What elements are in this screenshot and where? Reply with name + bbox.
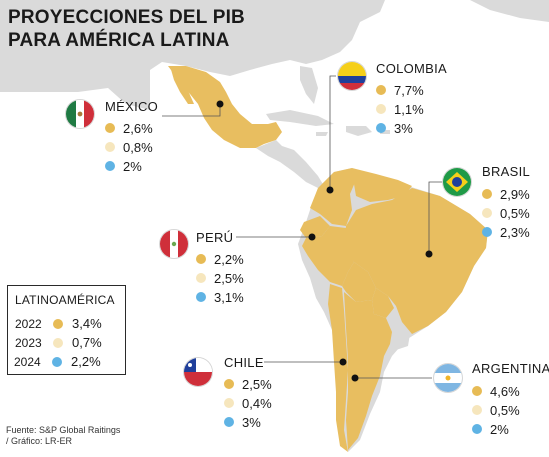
hispaniola-landmass <box>346 126 372 136</box>
argentina-marker <box>351 374 359 382</box>
legend-title: LATINOAMÉRICA <box>15 293 115 307</box>
peru-marker <box>308 233 316 241</box>
paraguay-landmass <box>372 288 394 318</box>
uruguay-landmass <box>390 330 410 350</box>
dot-2024 <box>105 161 115 171</box>
greenland-landmass <box>470 0 549 22</box>
argentina-value-2022: 4,6% <box>490 384 520 399</box>
colombia-value-2023: 1,1% <box>394 102 424 117</box>
dot-2022 <box>53 319 63 329</box>
central-america-landmass <box>256 140 324 188</box>
mexico-value-2023: 0,8% <box>123 140 153 155</box>
dot-2024 <box>196 292 206 302</box>
dot-2023 <box>376 104 386 114</box>
mexico-value-2022: 2,6% <box>123 121 153 136</box>
dot-2023 <box>53 338 63 348</box>
map-title: PROYECCIONES DEL PIB PARA AMÉRICA LATINA <box>8 6 245 52</box>
legend-year: 2023 <box>15 336 42 350</box>
title-line-1: PROYECCIONES DEL PIB <box>8 7 245 28</box>
argentina-landmass <box>344 292 392 450</box>
colombia-value-2022: 7,7% <box>394 83 424 98</box>
legend-year: 2022 <box>15 317 42 331</box>
legend-value: 2,2% <box>71 354 101 369</box>
legend-value: 3,4% <box>72 316 102 331</box>
mexico-value-2024: 2% <box>123 159 142 174</box>
dot-2022 <box>376 85 386 95</box>
north-america-landmass <box>0 0 385 110</box>
peru-value-2024: 3,1% <box>214 290 244 305</box>
chile-value-2024: 3% <box>242 415 261 430</box>
chile-landmass <box>328 284 348 452</box>
dot-2023 <box>482 208 492 218</box>
dot-2024 <box>376 123 386 133</box>
mexico-landmass <box>168 66 282 148</box>
jamaica-landmass <box>316 132 328 136</box>
argentina-flag-icon <box>434 364 462 392</box>
colombia-leader-line <box>329 75 336 190</box>
colombia-landmass <box>310 168 356 226</box>
source-credit: Fuente: S&P Global Raitings / Gráfico: L… <box>6 425 120 447</box>
venezuela-landmass <box>352 168 412 202</box>
dot-2023 <box>472 405 482 415</box>
colombia-flag-icon <box>338 62 366 90</box>
source-line-2: / Gráfico: LR-ER <box>6 436 73 446</box>
dot-2024 <box>472 424 482 434</box>
chile-marker <box>339 358 347 366</box>
brazil-landmass <box>344 188 488 334</box>
mexico-name: MÉXICO <box>105 99 159 114</box>
ecuador-landmass <box>300 216 330 238</box>
argentina-value-2023: 0,5% <box>490 403 520 418</box>
baja-california-landmass <box>170 66 194 104</box>
peru-name: PERÚ <box>196 230 234 245</box>
dot-2024 <box>52 357 62 367</box>
dot-2022 <box>105 123 115 133</box>
brasil-name: BRASIL <box>482 164 531 179</box>
peru-value-2022: 2,2% <box>214 252 244 267</box>
mexico-leader-line <box>162 104 221 117</box>
title-line-2: PARA AMÉRICA LATINA <box>8 30 230 51</box>
dot-2022 <box>472 386 482 396</box>
chile-value-2023: 0,4% <box>242 396 272 411</box>
argentina-name: ARGENTINA <box>472 361 549 376</box>
legend-year: 2024 <box>14 355 41 369</box>
dot-2022 <box>224 379 234 389</box>
dot-2024 <box>224 417 234 427</box>
colombia-marker <box>326 186 334 194</box>
peru-value-2023: 2,5% <box>214 271 244 286</box>
bolivia-landmass <box>342 262 376 302</box>
dot-2024 <box>482 227 492 237</box>
brasil-leader-line <box>428 181 444 254</box>
brazil-flag-icon <box>443 168 471 196</box>
peru-landmass <box>302 226 354 286</box>
brasil-value-2022: 2,9% <box>500 187 530 202</box>
legend-row-2024: 2024 2,2% <box>14 353 124 371</box>
dot-2023 <box>224 398 234 408</box>
chile-name: CHILE <box>224 355 264 370</box>
latinoamerica-legend: LATINOAMÉRICA 2022 3,4% 2023 0,7% <box>7 285 126 375</box>
chile-value-2022: 2,5% <box>242 377 272 392</box>
source-line-1: Fuente: S&P Global Raitings <box>6 425 121 435</box>
mexico-flag-icon <box>66 100 94 128</box>
legend-value: 0,7% <box>72 335 102 350</box>
argentina-value-2024: 2% <box>490 422 509 437</box>
mexico-marker <box>216 100 224 108</box>
brasil-value-2023: 0,5% <box>500 206 530 221</box>
peru-flag-icon <box>160 230 188 258</box>
chile-flag-icon <box>184 358 212 386</box>
dot-2023 <box>196 273 206 283</box>
florida-landmass <box>300 66 318 104</box>
dot-2022 <box>196 254 206 264</box>
cuba-landmass <box>266 110 334 126</box>
brasil-marker <box>425 250 433 258</box>
brasil-value-2024: 2,3% <box>500 225 530 240</box>
dot-2022 <box>482 189 492 199</box>
colombia-name: COLOMBIA <box>376 61 448 76</box>
dot-2023 <box>105 142 115 152</box>
colombia-value-2024: 3% <box>394 121 413 136</box>
